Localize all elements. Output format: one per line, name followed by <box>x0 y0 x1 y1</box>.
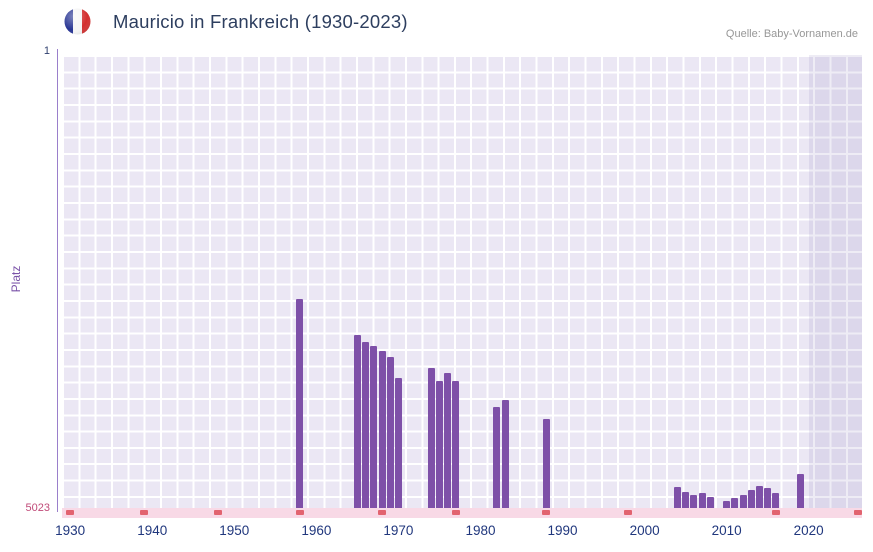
bar-1977 <box>452 381 460 508</box>
bar-1983 <box>501 400 509 508</box>
y-tick-bottom: 5023 <box>25 502 50 514</box>
x-tick-1950: 1950 <box>219 523 250 538</box>
chart-header: Mauricio in Frankreich (1930-2023) <box>64 8 408 35</box>
x-tick-2000: 2000 <box>629 523 660 538</box>
x-tick-2020: 2020 <box>793 523 824 538</box>
bar-2010 <box>723 500 731 508</box>
x-tick-1970: 1970 <box>383 523 414 538</box>
plot-area <box>62 55 862 508</box>
x-tick-1930: 1930 <box>55 523 86 538</box>
unranked-band <box>62 508 862 518</box>
bar-2004 <box>673 487 681 508</box>
bar-1976 <box>444 373 452 508</box>
x-axis-labels: 1930 1940 1950 1960 1970 1980 1990 2000 2010 2020 <box>0 523 873 543</box>
bar-1967 <box>370 346 378 508</box>
bar-1969 <box>386 357 394 508</box>
y-axis-title: Platz <box>9 265 23 293</box>
x-tick-1980: 1980 <box>465 523 496 538</box>
bar-2007 <box>698 493 706 508</box>
bar-2013 <box>747 489 755 508</box>
band-mark <box>213 510 222 515</box>
bar-2011 <box>731 497 739 508</box>
y-axis-line <box>57 49 58 512</box>
bar-1982 <box>493 406 501 508</box>
bar-2015 <box>764 487 772 508</box>
x-tick-1940: 1940 <box>137 523 168 538</box>
bar-1958 <box>296 298 304 508</box>
source-credit: Quelle: Baby-Vornamen.de <box>725 28 858 40</box>
bar-1965 <box>353 335 361 508</box>
band-mark <box>542 510 551 515</box>
bar-2008 <box>706 496 714 508</box>
x-tick-1960: 1960 <box>301 523 332 538</box>
bar-1970 <box>394 377 402 508</box>
bar-1974 <box>427 367 435 508</box>
bar-2006 <box>690 495 698 508</box>
band-mark <box>451 510 460 515</box>
y-tick-top: 1 <box>43 45 50 57</box>
bar-2005 <box>682 492 690 508</box>
bar-1968 <box>378 350 386 508</box>
bar-2016 <box>772 493 780 508</box>
band-mark <box>624 510 633 515</box>
band-mark <box>771 510 780 515</box>
page-title: Mauricio in Frankreich (1930-2023) <box>113 10 408 32</box>
band-mark <box>853 510 862 515</box>
bar-2012 <box>739 495 747 508</box>
band-mark <box>295 510 304 515</box>
bar-1966 <box>362 341 370 508</box>
french-flag-icon <box>64 8 91 35</box>
bar-1988 <box>542 419 550 508</box>
bar-1975 <box>435 380 443 508</box>
x-tick-2010: 2010 <box>711 523 742 538</box>
bars-layer <box>62 55 862 508</box>
band-mark <box>66 510 75 515</box>
bar-2014 <box>755 486 763 508</box>
band-mark <box>378 510 386 515</box>
recent-years-shade <box>808 55 862 508</box>
band-mark <box>140 510 149 515</box>
x-tick-1990: 1990 <box>547 523 578 538</box>
bar-2019 <box>797 473 804 508</box>
